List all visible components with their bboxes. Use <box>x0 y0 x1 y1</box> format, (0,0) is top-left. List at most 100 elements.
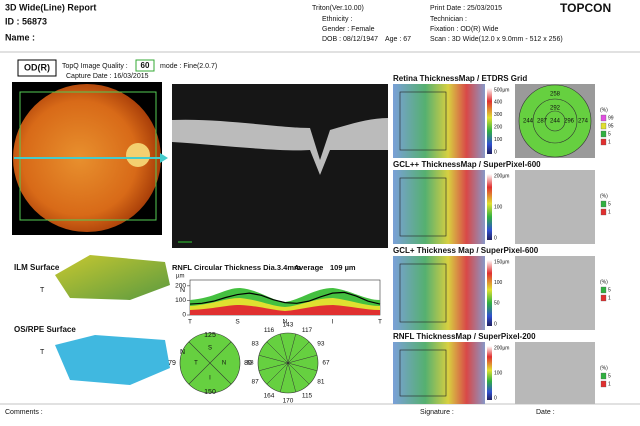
percentile-label: 99 <box>608 115 614 121</box>
percentile-label: 1 <box>608 139 611 145</box>
patient-id: ID : 56873 <box>5 16 47 26</box>
x-label: N <box>283 319 288 326</box>
etdrs-value: 258 <box>550 92 561 98</box>
patient-name: Name : <box>5 32 35 42</box>
oct-bscan <box>172 84 388 248</box>
scan: Scan : 3D Wide(12.0 x 9.0mm - 512 x 256) <box>430 36 563 43</box>
quadrant-label: N <box>222 361 226 367</box>
scale-label: 150µm <box>494 259 509 265</box>
average-value: 109 µm <box>330 263 356 272</box>
scale-label: 100 <box>494 137 503 143</box>
clock-value: 68 <box>246 360 254 367</box>
etdrs-value: 244 <box>523 119 534 125</box>
percentile-swatch <box>600 380 607 388</box>
print-date: Print Date : 25/03/2015 <box>430 5 502 12</box>
percentile-label: 5 <box>608 287 611 293</box>
clock-divider <box>287 362 297 393</box>
x-label: I <box>332 319 334 326</box>
surface-label: ILM Surface <box>14 263 60 272</box>
percentile-swatch <box>600 372 607 380</box>
rpe-surface <box>55 335 170 385</box>
date: Date : <box>536 409 555 416</box>
x-label: T <box>188 319 192 326</box>
clock-divider <box>258 362 289 372</box>
clock-value: 164 <box>264 393 275 400</box>
percentile-label: 5 <box>608 201 611 207</box>
software: Triton(Ver.10.00) <box>312 5 364 12</box>
deviation-map <box>515 256 595 330</box>
deviation-map <box>515 170 595 244</box>
average-label: Average <box>294 263 323 272</box>
fundus-image <box>12 82 168 235</box>
clock-value: 67 <box>322 360 330 367</box>
gender: Gender : Female <box>322 26 375 33</box>
scale-label: 100 <box>494 280 503 286</box>
ethnicity: Ethnicity : <box>322 16 352 23</box>
map-title: Retina ThicknessMap / ETDRS Grid <box>393 74 527 83</box>
quadrant-value: 79 <box>168 360 176 367</box>
map-title: GCL+ Thickness Map / SuperPixel-600 <box>393 246 539 255</box>
y-tick-label: 0 <box>182 312 186 319</box>
percentile-swatch <box>600 122 607 130</box>
percentile-label: (%) <box>600 193 608 199</box>
scale-label: 400 <box>494 100 503 106</box>
deviation-map <box>515 342 595 404</box>
map-grid <box>399 91 447 151</box>
percentile-label: (%) <box>600 279 608 285</box>
rnfl-title: RNFL Circular Thickness Dia.3.4mm <box>172 263 301 272</box>
etdrs-value: 287 <box>537 119 548 125</box>
percentile-label: 5 <box>608 373 611 379</box>
thickness-map <box>393 342 485 404</box>
scale-label: 50 <box>494 301 500 307</box>
clock-divider <box>287 333 297 364</box>
scale-label: 500µm <box>494 87 509 93</box>
map-title: RNFL ThicknessMap / SuperPixel-200 <box>393 332 536 341</box>
signature: Signature : <box>420 409 454 416</box>
clock-value: 143 <box>283 322 294 329</box>
percentile-label: 1 <box>608 381 611 387</box>
scale-label: 100 <box>494 204 503 210</box>
percentile-label: (%) <box>600 365 608 371</box>
color-bar <box>487 88 492 154</box>
clock-value: 117 <box>302 327 313 334</box>
surface-side: N <box>180 287 185 294</box>
clock-divider <box>287 341 310 364</box>
report-title: 3D Wide(Line) Report <box>5 2 96 12</box>
etdrs-value: 244 <box>550 119 561 125</box>
map-grid <box>399 349 447 397</box>
etdrs-value: 274 <box>578 119 589 125</box>
map-grid <box>399 263 447 323</box>
scale-label: 100 <box>494 370 503 376</box>
scale-label: 200µm <box>494 345 509 351</box>
clock-value: 115 <box>302 393 313 400</box>
capture-date: Capture Date : 16/03/2015 <box>66 73 149 80</box>
quality-label: TopQ Image Quality : <box>62 63 128 70</box>
clock-divider <box>279 362 289 393</box>
y-tick-label: 100 <box>175 297 186 304</box>
rnfl-line <box>189 291 381 305</box>
etdrs-ring <box>544 110 566 132</box>
scale-label: 0 <box>494 235 497 241</box>
percentile-swatch <box>600 208 607 216</box>
fixation: Fixation : OD(R) Wide <box>430 26 499 33</box>
clock-divider <box>266 362 289 385</box>
comments: Comments : <box>5 409 43 416</box>
percentile-swatch <box>600 138 607 146</box>
quadrant-value: 80 <box>244 360 252 367</box>
thickness-map <box>393 256 485 330</box>
quadrant-label: S <box>208 346 212 352</box>
clock-divider <box>266 341 289 364</box>
clock-value: 170 <box>283 398 294 405</box>
clock-divider <box>287 362 318 372</box>
surface-side: T <box>40 349 45 356</box>
clock-divider <box>287 362 310 385</box>
thickness-map <box>393 170 485 244</box>
etdrs-ring <box>532 98 578 144</box>
surface-side: T <box>40 287 45 294</box>
rnfl-plot <box>189 279 381 316</box>
scale-label: 0 <box>494 321 497 327</box>
x-label: T <box>378 319 382 326</box>
percentile-label: 95 <box>608 123 614 129</box>
logo: TOPCON <box>560 1 611 15</box>
quality: 60 <box>141 61 150 70</box>
